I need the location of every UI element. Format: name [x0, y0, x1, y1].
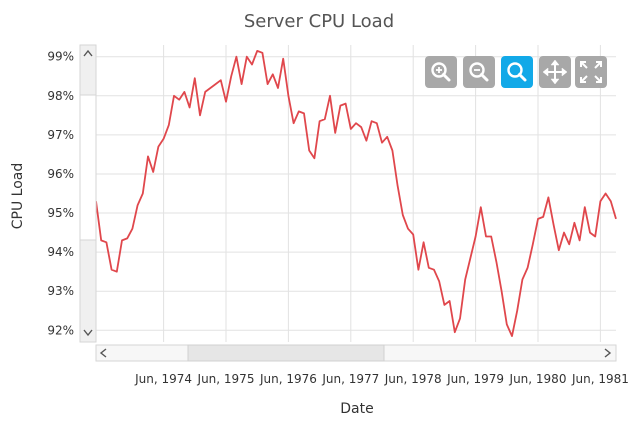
zoom-in-button[interactable] — [425, 56, 457, 88]
x-tick-label: Jun, 1974 — [134, 372, 192, 386]
x-scrollbar-thumb[interactable] — [187, 344, 385, 362]
x-scrollbar-left-arrow[interactable] — [99, 348, 107, 358]
y-tick-label: 98% — [47, 89, 74, 103]
x-tick-label: Jun, 1978 — [384, 372, 442, 386]
y-scrollbar[interactable] — [79, 44, 97, 343]
zoom-out-button[interactable] — [463, 56, 495, 88]
x-scrollbar[interactable] — [95, 344, 617, 362]
magnifier-icon — [507, 62, 527, 82]
reset-zoom-button[interactable] — [575, 56, 607, 88]
y-scrollbar-up-arrow[interactable] — [83, 49, 93, 57]
x-tick-label: Jun, 1981 — [571, 372, 629, 386]
y-tick-label: 95% — [47, 206, 74, 220]
zoom-selection-button[interactable] — [501, 56, 533, 88]
x-axis-title: Date — [340, 401, 373, 417]
y-tick-label: 92% — [47, 323, 74, 337]
y-scrollbar-thumb[interactable] — [79, 94, 97, 241]
x-tick-label: Jun, 1979 — [446, 372, 504, 386]
x-axis-ticks: Jun, 1974 Jun, 1975 Jun, 1976 Jun, 1977 Jun,… — [134, 372, 629, 386]
y-scrollbar-down-arrow[interactable] — [83, 329, 93, 337]
pan-arrows-icon — [542, 59, 568, 85]
x-tick-label: Jun, 1980 — [509, 372, 567, 386]
x-tick-label: Jun, 1975 — [197, 372, 255, 386]
expand-icon — [580, 61, 602, 83]
y-tick-label: 96% — [47, 167, 74, 181]
y-tick-label: 99% — [47, 50, 74, 64]
y-tick-label: 94% — [47, 245, 74, 259]
chart-title: Server CPU Load — [244, 11, 394, 32]
x-scrollbar-right-arrow[interactable] — [604, 348, 612, 358]
pan-button[interactable] — [539, 56, 571, 88]
y-tick-label: 97% — [47, 128, 74, 142]
y-axis-ticks: 92% 93% 94% 95% 96% 97% 98% 99% — [47, 50, 74, 338]
gridlines — [96, 45, 616, 342]
zoom-in-icon — [431, 62, 451, 82]
zoom-out-icon — [469, 62, 489, 82]
x-tick-label: Jun, 1977 — [321, 372, 379, 386]
series-group — [95, 50, 617, 338]
y-tick-label: 93% — [47, 284, 74, 298]
x-tick-label: Jun, 1976 — [259, 372, 317, 386]
series-line — [95, 50, 617, 338]
y-axis-title: CPU Load — [10, 163, 26, 230]
